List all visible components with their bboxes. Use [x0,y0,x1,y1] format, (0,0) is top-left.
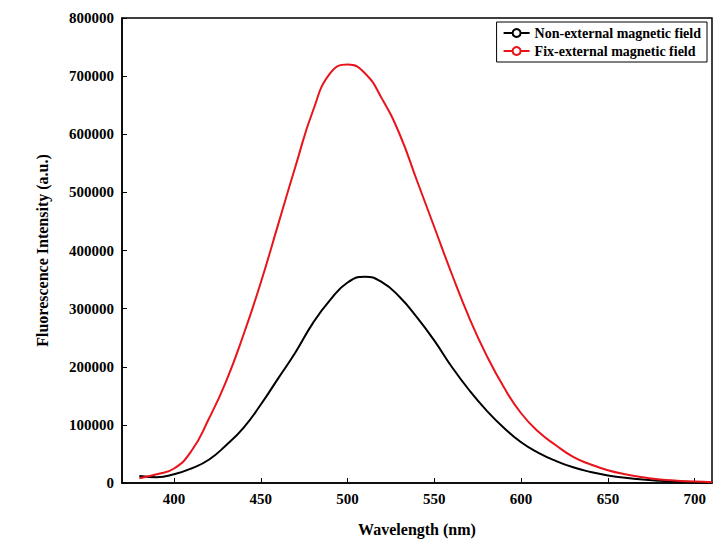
svg-text:700000: 700000 [69,68,114,84]
svg-text:400000: 400000 [69,243,114,259]
svg-text:600000: 600000 [69,126,114,142]
svg-text:300000: 300000 [69,301,114,317]
svg-text:Non-external magnetic field: Non-external magnetic field [535,26,702,41]
svg-text:800000: 800000 [69,10,114,26]
svg-text:500000: 500000 [69,184,114,200]
svg-text:100000: 100000 [69,417,114,433]
svg-text:600: 600 [510,491,533,507]
svg-text:700: 700 [683,491,706,507]
svg-text:450: 450 [250,491,273,507]
svg-text:0: 0 [107,475,115,491]
svg-text:200000: 200000 [69,359,114,375]
svg-text:500: 500 [336,491,359,507]
svg-text:550: 550 [423,491,446,507]
svg-text:Fluorescence Intensity (a.u.): Fluorescence Intensity (a.u.) [34,154,52,347]
svg-text:400: 400 [163,491,186,507]
svg-text:Wavelength (nm): Wavelength (nm) [358,521,476,539]
svg-text:Fix-external magnetic field: Fix-external magnetic field [535,44,696,59]
svg-text:650: 650 [597,491,620,507]
